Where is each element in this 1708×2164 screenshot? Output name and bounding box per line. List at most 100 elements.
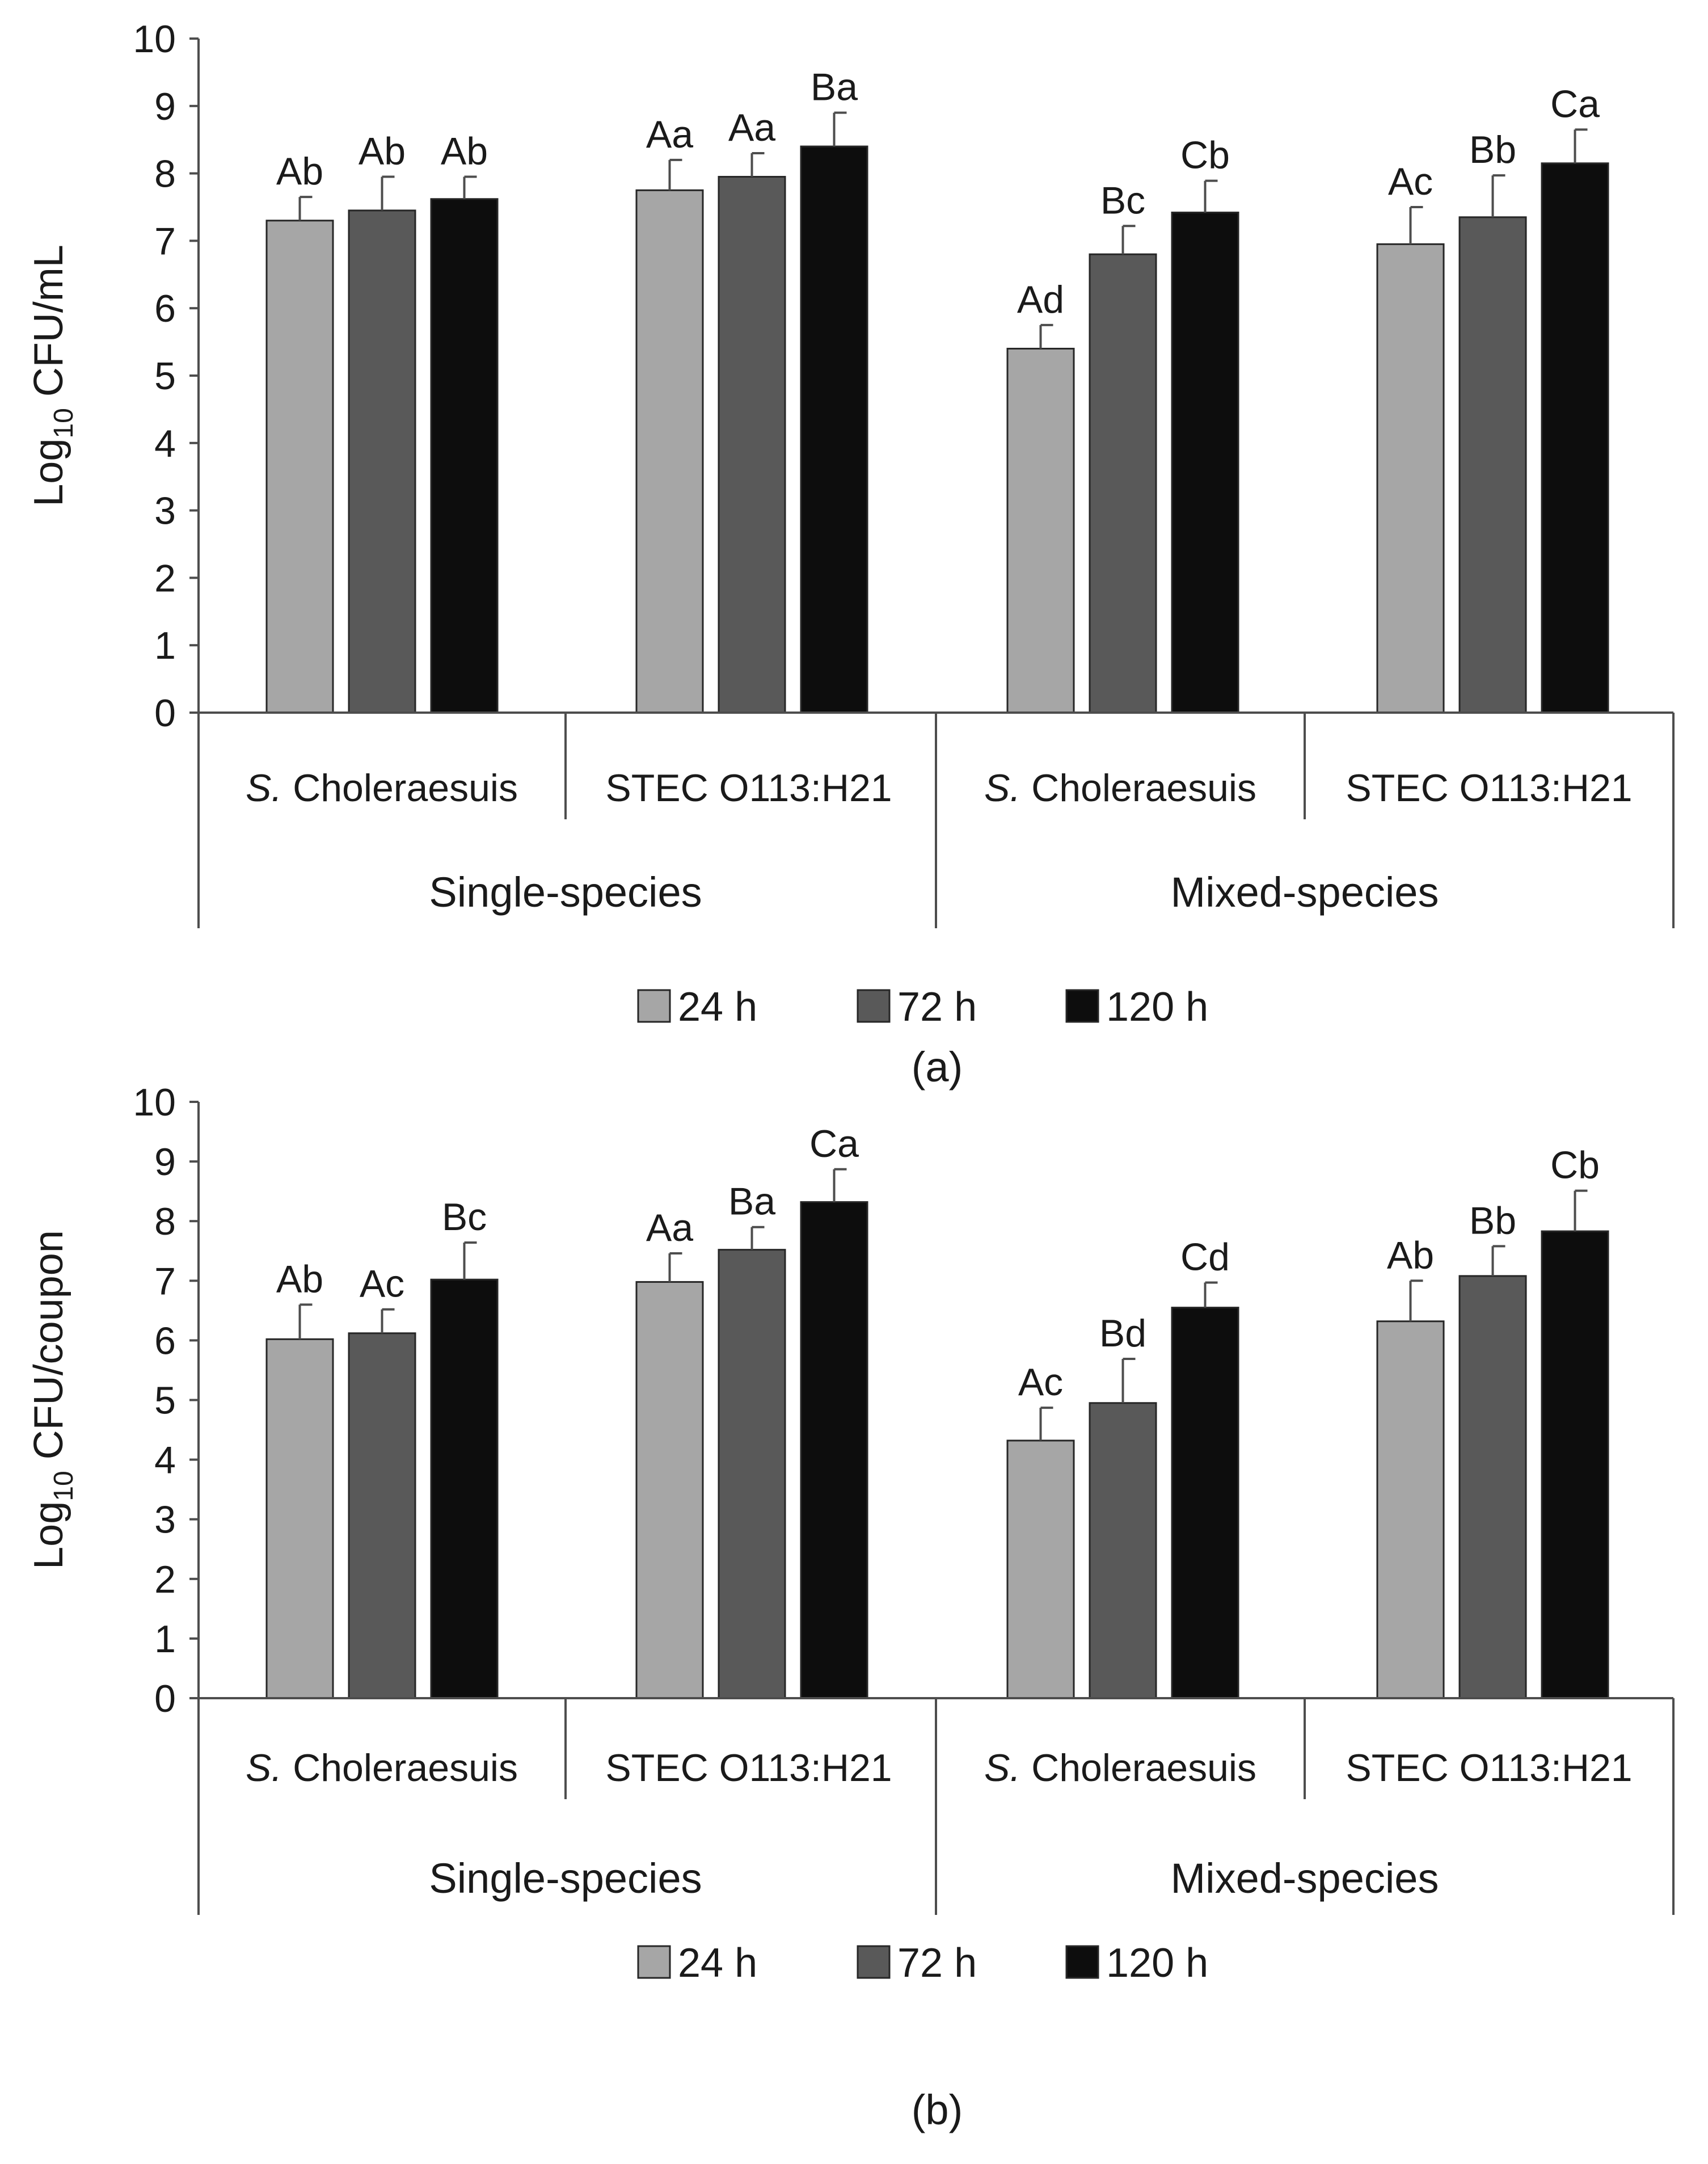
bar (635, 189, 704, 714)
y-axis-title-base: Log (26, 439, 71, 507)
bar-significance-label: Ba (811, 66, 858, 109)
y-axis-title-unit: CFU/coupon (26, 1230, 71, 1471)
x-category-label: STEC O113:H21 (1346, 1746, 1632, 1790)
y-tick-label: 1 (154, 624, 176, 667)
bar-significance-label: Ca (1550, 82, 1600, 125)
legend-swatch (637, 989, 671, 1023)
bar (1006, 1439, 1075, 1699)
bar-significance-label: Bc (442, 1195, 487, 1239)
bar-significance-label: Ab (276, 150, 323, 193)
y-tick-label: 2 (154, 557, 176, 600)
bar-significance-label: Ab (1387, 1233, 1434, 1277)
x-category-label: S. Choleraesuis (984, 1746, 1256, 1790)
bar (1376, 243, 1445, 714)
y-tick-label: 1 (154, 1618, 176, 1661)
bar-significance-label: Ca (809, 1122, 859, 1165)
y-tick-label: 9 (154, 1140, 176, 1184)
bar (1089, 1402, 1157, 1699)
bar (800, 1201, 868, 1699)
y-axis-title-base: Log (26, 1501, 71, 1569)
bar (635, 1281, 704, 1699)
x-category-label: S. Choleraesuis (984, 767, 1256, 810)
legend-label: 24 h (678, 1940, 757, 1986)
bar (718, 176, 786, 714)
y-tick-label: 5 (154, 1379, 176, 1422)
y-tick-label: 3 (154, 490, 176, 533)
legend-swatch (637, 1945, 671, 1979)
legend-swatch (857, 989, 891, 1023)
x-category-label-text: STEC O113:H21 (1346, 1746, 1632, 1790)
bar (1458, 216, 1527, 714)
bar (1458, 1275, 1527, 1699)
bar-significance-label: Ad (1017, 278, 1064, 321)
x-category-label-italic: S. (246, 1746, 282, 1790)
bar-significance-label: Bd (1099, 1312, 1146, 1355)
bar (348, 1332, 416, 1699)
y-tick-label: 4 (154, 1439, 176, 1482)
x-category-label-text: STEC O113:H21 (1346, 767, 1632, 810)
bar-significance-label: Aa (646, 113, 693, 156)
y-tick-label: 7 (154, 220, 176, 263)
x-category-label-text: STEC O113:H21 (605, 767, 892, 810)
bar (1541, 162, 1609, 714)
y-tick-label: 10 (133, 18, 176, 61)
x-category-label-text: STEC O113:H21 (605, 1746, 892, 1790)
bar-significance-label: Ab (441, 130, 488, 173)
bar-significance-label: Cd (1180, 1235, 1230, 1278)
y-tick-label: 10 (133, 1081, 176, 1124)
y-tick-label: 9 (154, 85, 176, 128)
legend-swatch (1065, 1945, 1099, 1979)
bar (1171, 212, 1239, 714)
bar (430, 1278, 499, 1699)
y-tick-label: 3 (154, 1498, 176, 1542)
x-category-label: STEC O113:H21 (605, 767, 892, 810)
legend-label: 72 h (897, 1940, 977, 1986)
x-category-label-text: Choleraesuis (1020, 767, 1256, 810)
bar (265, 220, 334, 714)
y-tick-label: 6 (154, 1319, 176, 1362)
x-category-label: S. Choleraesuis (246, 1746, 518, 1790)
y-axis-title-subscript: 10 (49, 1471, 79, 1501)
bar-significance-label: Ab (359, 130, 406, 173)
bar-significance-label: Ab (276, 1257, 323, 1300)
y-axis-title-subscript: 10 (49, 408, 79, 438)
bar (265, 1338, 334, 1699)
panel-label: (b) (912, 2086, 963, 2133)
bar-significance-label: Cb (1550, 1144, 1600, 1187)
y-tick-label: 7 (154, 1260, 176, 1303)
bar-significance-label: Bc (1100, 179, 1145, 222)
x-category-label-italic: S. (246, 767, 282, 810)
bar (718, 1249, 786, 1699)
bar-significance-label: Ba (728, 1180, 775, 1223)
y-tick-label: 5 (154, 355, 176, 398)
legend-label: 120 h (1106, 984, 1208, 1030)
bar-significance-label: Ac (1388, 160, 1433, 203)
bar (348, 209, 416, 714)
x-category-label-text: Choleraesuis (282, 1746, 518, 1790)
bar-significance-label: Bb (1469, 128, 1516, 171)
bar (1171, 1307, 1239, 1699)
y-tick-label: 0 (154, 692, 176, 735)
bar-significance-label: Ac (1018, 1361, 1063, 1404)
bar-significance-label: Aa (646, 1206, 693, 1249)
x-category-label-italic: S. (984, 767, 1020, 810)
x-category-label-italic: S. (984, 1746, 1020, 1790)
bar (1089, 253, 1157, 714)
y-axis-title: Log10 CFU/coupon (26, 1230, 79, 1569)
bar-significance-label: Bb (1469, 1199, 1516, 1242)
x-category-label: S. Choleraesuis (246, 767, 518, 810)
x-category-label: STEC O113:H21 (1346, 767, 1632, 810)
x-group-label: Single-species (429, 1855, 702, 1902)
x-category-label: STEC O113:H21 (605, 1746, 892, 1790)
x-group-label: Mixed-species (1171, 1855, 1439, 1902)
bar (1006, 347, 1075, 714)
bar-significance-label: Aa (728, 106, 775, 149)
y-tick-label: 8 (154, 153, 176, 196)
legend-label: 72 h (897, 984, 977, 1030)
y-axis-title-unit: CFU/mL (26, 245, 71, 408)
bar (1541, 1230, 1609, 1699)
x-category-label-text: Choleraesuis (1020, 1746, 1256, 1790)
